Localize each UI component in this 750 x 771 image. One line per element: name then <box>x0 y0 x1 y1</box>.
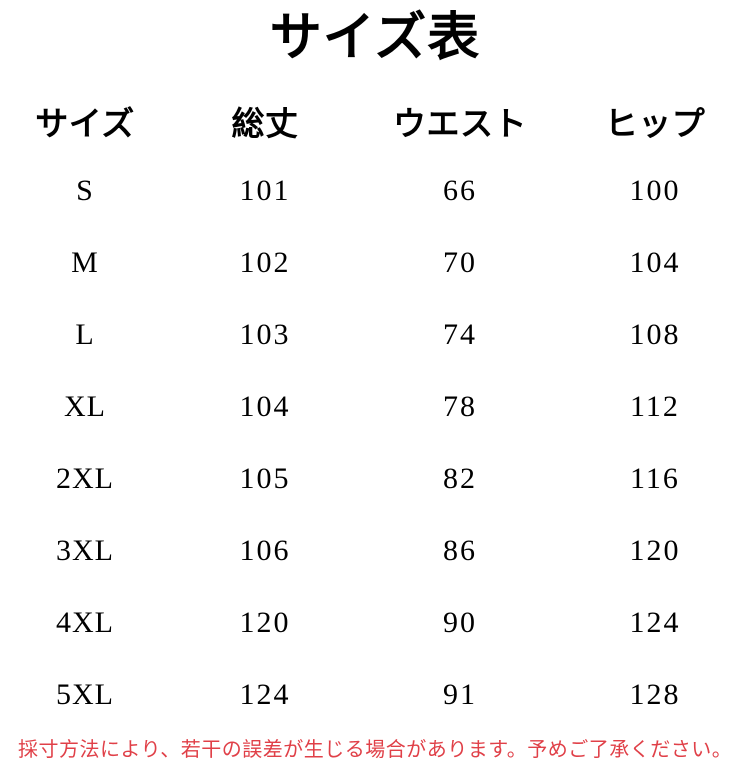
waist-value: 66 <box>443 174 477 207</box>
size-label: M <box>71 246 99 279</box>
table-row: M 102 70 104 <box>0 227 750 299</box>
size-table: サイズ 総丈 ウエスト ヒップ S 101 66 100 M 102 70 10… <box>0 87 750 731</box>
length-value: 101 <box>239 174 291 207</box>
table-row: 3XL 106 86 120 <box>0 515 750 587</box>
table-row: S 101 66 100 <box>0 155 750 227</box>
waist-value: 82 <box>443 462 477 495</box>
hip-value: 120 <box>629 534 681 567</box>
waist-value: 90 <box>443 606 477 639</box>
header-length: 総丈 <box>231 107 299 143</box>
header-waist: ウエスト <box>393 107 527 143</box>
hip-value: 100 <box>629 174 681 207</box>
length-value: 106 <box>239 534 291 567</box>
length-value: 102 <box>239 246 291 279</box>
page-title: サイズ表 <box>269 10 481 67</box>
measurement-note: 採寸方法により、若干の誤差が生じる場合があります。予めご了承ください。 <box>18 739 733 761</box>
size-label: S <box>76 174 94 207</box>
header-size: サイズ <box>35 107 135 143</box>
size-label: 5XL <box>56 678 114 711</box>
header-hip: ヒップ <box>604 107 706 143</box>
length-value: 104 <box>239 390 291 423</box>
length-value: 120 <box>239 606 291 639</box>
table-row: 5XL 124 91 128 <box>0 659 750 731</box>
hip-value: 112 <box>630 390 680 423</box>
hip-value: 128 <box>629 678 681 711</box>
hip-value: 124 <box>629 606 681 639</box>
waist-value: 78 <box>443 390 477 423</box>
size-label: 4XL <box>56 606 114 639</box>
waist-value: 74 <box>443 318 477 351</box>
hip-value: 104 <box>629 246 681 279</box>
table-row: L 103 74 108 <box>0 299 750 371</box>
size-label: L <box>75 318 95 351</box>
waist-value: 86 <box>443 534 477 567</box>
size-label: 3XL <box>56 534 114 567</box>
size-label: 2XL <box>56 462 114 495</box>
table-row: 2XL 105 82 116 <box>0 443 750 515</box>
waist-value: 70 <box>443 246 477 279</box>
length-value: 103 <box>239 318 291 351</box>
length-value: 124 <box>239 678 291 711</box>
waist-value: 91 <box>443 678 477 711</box>
table-header-row: サイズ 総丈 ウエスト ヒップ <box>0 87 750 155</box>
table-row: XL 104 78 112 <box>0 371 750 443</box>
hip-value: 108 <box>629 318 681 351</box>
table-row: 4XL 120 90 124 <box>0 587 750 659</box>
hip-value: 116 <box>630 462 680 495</box>
length-value: 105 <box>239 462 291 495</box>
size-label: XL <box>64 390 106 423</box>
